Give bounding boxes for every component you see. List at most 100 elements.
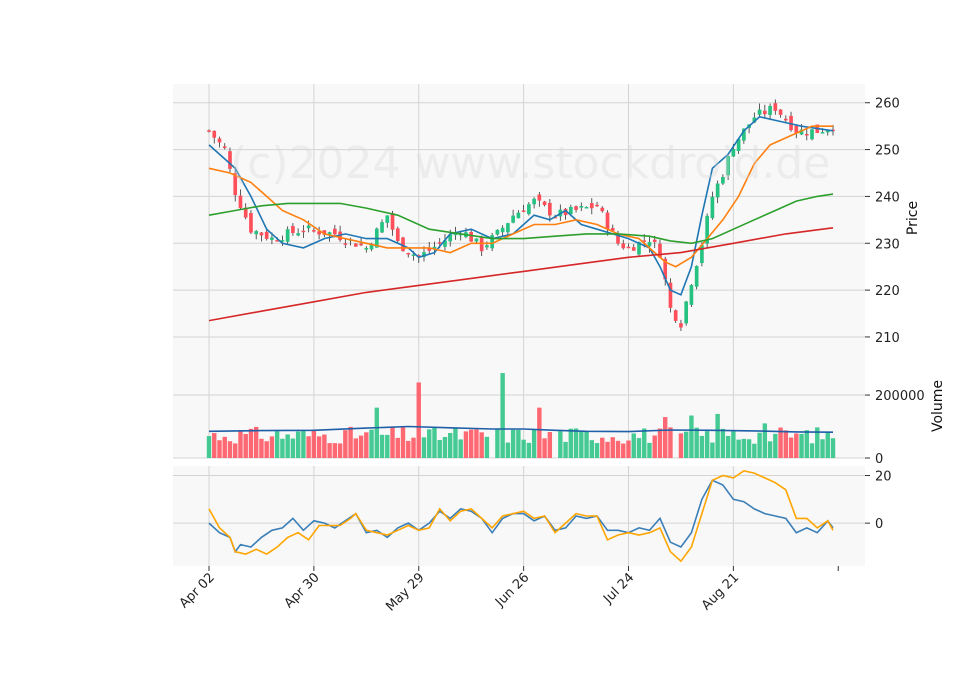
candle-body <box>285 229 290 242</box>
volume-bar <box>311 429 317 458</box>
oscillator-panel: 0 20 <box>173 466 892 566</box>
volume-bar <box>809 443 815 458</box>
x-tick-label: Jun 26 <box>492 570 532 610</box>
volume-bar <box>301 431 306 458</box>
candle <box>757 103 762 117</box>
volume-bar <box>794 433 799 458</box>
candle-body <box>610 228 615 231</box>
candle <box>296 228 300 237</box>
volume-bar <box>463 431 469 458</box>
candle-body <box>642 240 647 242</box>
candle-body <box>264 231 269 239</box>
candle-body <box>422 252 426 258</box>
volume-bar <box>626 440 631 458</box>
candle <box>516 210 521 219</box>
candle <box>401 236 405 252</box>
volume-bar <box>783 430 789 458</box>
candle <box>689 284 694 308</box>
volume-bar <box>610 437 615 458</box>
candle <box>789 111 793 132</box>
volume-bar <box>521 439 526 458</box>
candle-body <box>532 198 536 205</box>
volume-bar <box>573 428 579 458</box>
candle <box>705 213 709 249</box>
candle-body <box>406 252 411 255</box>
volume-bar <box>358 435 364 458</box>
volume-bar <box>479 432 484 458</box>
candle-body <box>684 301 689 324</box>
volume-bar <box>563 441 568 458</box>
candle <box>579 202 584 212</box>
candle-body <box>726 156 730 176</box>
volume-bar <box>825 432 830 458</box>
candle <box>600 206 605 213</box>
volume-bar <box>233 443 238 458</box>
volume-bar <box>316 436 322 458</box>
volume-bar <box>830 438 836 458</box>
candle-body <box>500 227 505 233</box>
volume-bar <box>468 429 474 458</box>
volume-bar <box>442 436 448 458</box>
volume-bar <box>458 439 463 458</box>
candle-body <box>380 222 384 233</box>
candle <box>500 225 505 236</box>
candle-body <box>820 132 825 134</box>
candle-body <box>647 242 652 247</box>
candle-body <box>479 237 484 252</box>
candle <box>804 129 809 141</box>
candle-body <box>291 226 295 233</box>
x-axis: Apr 02 Apr 30 May 29 Jun 26 Jul 24 Aug 21 <box>177 566 839 614</box>
candle-body <box>595 204 599 207</box>
oscillator-line <box>208 469 834 563</box>
candle-body <box>207 130 211 132</box>
volume-bar <box>531 429 537 458</box>
candle-body <box>752 117 757 123</box>
candle-body <box>249 213 253 233</box>
volume-bar <box>290 438 296 458</box>
candle-body <box>521 210 526 212</box>
candle <box>810 129 814 141</box>
candle-body <box>343 243 348 245</box>
candle-body <box>605 212 610 230</box>
candle-body <box>516 212 521 219</box>
volume-bar <box>788 437 794 458</box>
candle <box>694 265 699 290</box>
candle-body <box>799 129 804 135</box>
volume-bar <box>547 432 553 458</box>
candle <box>233 166 238 202</box>
candle-body <box>568 206 573 215</box>
candle-body <box>736 138 741 152</box>
candle <box>395 226 400 244</box>
candle <box>511 209 515 224</box>
volume-bar <box>421 437 427 458</box>
y-tick-label: 0 <box>875 517 883 532</box>
volume-bar <box>647 442 652 458</box>
candle-body <box>259 232 264 236</box>
volume-bar <box>505 442 511 458</box>
candle <box>207 129 211 133</box>
volume-bar <box>212 433 217 458</box>
volume-bar <box>699 435 705 458</box>
moving-average-line <box>208 115 834 296</box>
volume-bar <box>725 435 731 458</box>
candle-body <box>694 265 699 287</box>
candle <box>390 210 395 236</box>
volume-bar <box>715 413 720 458</box>
candle <box>700 242 704 267</box>
x-tick-label: Aug 21 <box>699 570 742 613</box>
candle-body <box>469 231 474 242</box>
volume-bar <box>411 437 416 458</box>
volume-bar <box>820 439 825 458</box>
candle-body <box>301 230 306 233</box>
volume-panel: 0 200000 <box>173 351 925 467</box>
candle-body <box>222 146 227 148</box>
candle-body <box>427 247 432 251</box>
candle-body <box>652 239 657 243</box>
volume-bar <box>537 407 542 458</box>
volume-bar <box>689 415 694 458</box>
volume-bar <box>238 430 243 458</box>
candle-body <box>637 242 641 255</box>
candle <box>343 238 348 249</box>
candle-body <box>825 130 830 133</box>
candle <box>721 174 725 186</box>
